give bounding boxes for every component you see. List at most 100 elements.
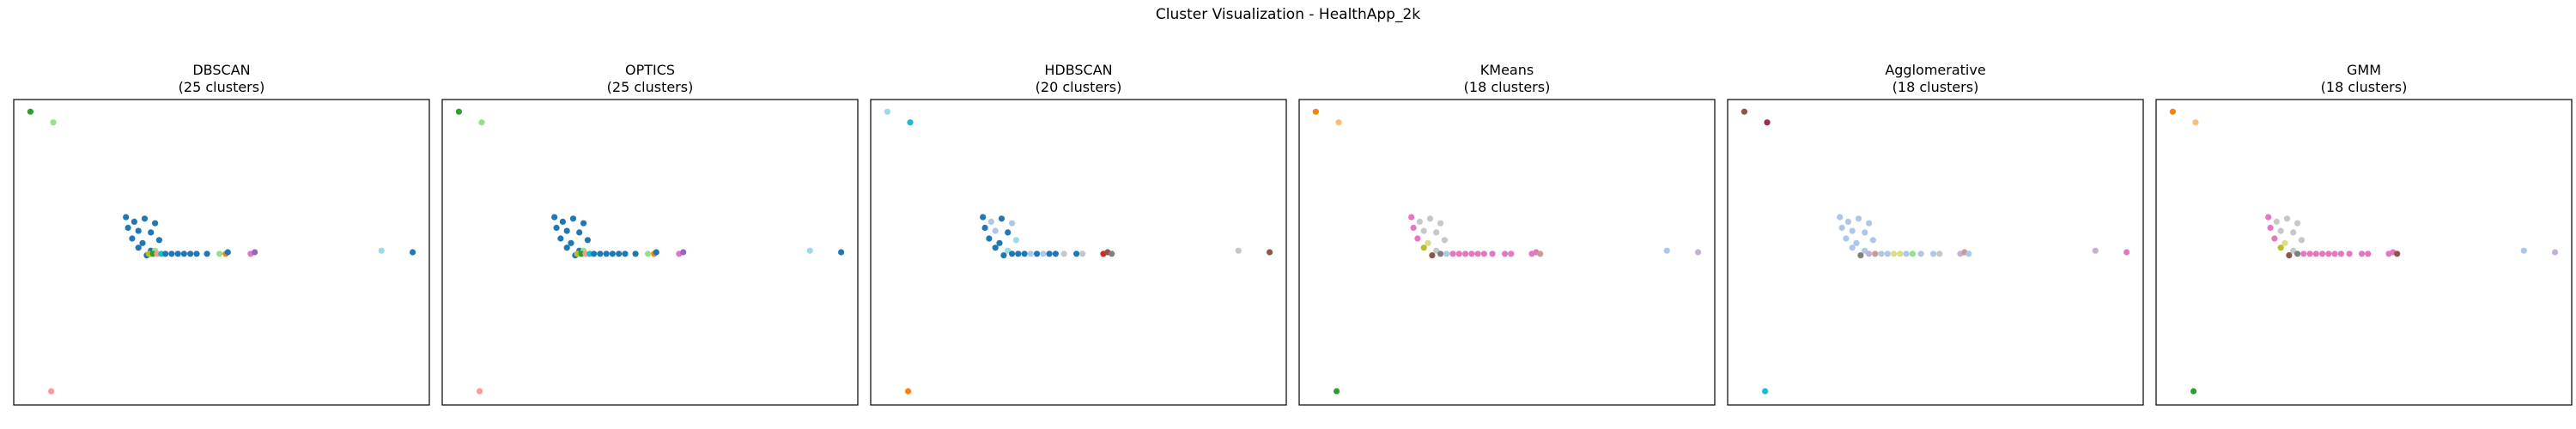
scatter-point [2298,237,2305,244]
scatter-point [410,249,416,256]
scatter-point [1455,251,1462,257]
scatter-point [2552,249,2559,256]
scatter-point [1079,251,1086,257]
scatter-point [478,119,485,126]
scatter-point [603,251,610,257]
scatter-point [2520,247,2527,254]
scatter-point [1267,249,1273,256]
scatter-point [1489,251,1496,257]
scatter-point [568,239,574,246]
scatter-point [1663,247,1670,254]
subplot-subtitle: (18 clusters) [1893,79,1979,95]
scatter-point [992,245,999,251]
scatter-point [1040,251,1047,257]
scatter-point [224,249,231,256]
scatter-point [645,251,652,257]
scatter-point [1426,215,1434,222]
scatter-point [2394,251,2401,257]
scatter-point [1537,251,1544,257]
subplot-subtitle: (20 clusters) [1036,79,1122,95]
scatter-point [1872,251,1879,257]
scatter-point [1838,224,1845,232]
scatter-point [622,251,629,257]
scatter-point [1449,251,1456,257]
scatter-points [1741,108,2130,395]
scatter-point [1462,251,1469,257]
scatter-point [1695,249,1702,256]
scatter-point [580,220,587,227]
scatter-point [838,249,845,256]
scatter-point [616,251,623,257]
scatter-point [2325,251,2332,257]
scatter-point [1420,245,1427,251]
scatter-point [2306,251,2313,257]
scatter-point [2283,215,2291,222]
scatter-point [1416,218,1423,225]
scatter-point [1433,229,1440,236]
scatter-point [569,215,577,222]
scatter-point [1034,251,1041,257]
subplot-agglomerative: Agglomerative(18 clusters) [1727,62,2144,406]
scatter-point [2294,251,2301,257]
scatter-point [1408,214,1415,221]
scatter-point [576,229,583,236]
scatter-point [1443,251,1450,257]
scatter-point [907,119,914,126]
scatter-points [884,108,1273,395]
scatter-point [2300,251,2307,257]
subplot-title: DBSCAN [192,62,250,78]
scatter-point [1884,251,1891,257]
scatter-point [1046,251,1053,257]
scatter-point [1335,119,1342,126]
scatter-point [174,251,181,257]
scatter-point [1015,251,1022,257]
subplot-hdbscan: HDBSCAN(20 clusters) [870,62,1287,406]
scatter-point [1909,251,1916,257]
scatter-point [2273,218,2280,225]
scatter-point [152,220,159,227]
scatter-point [1843,235,1850,242]
scatter-point [591,251,598,257]
scatter-point [1334,388,1340,395]
scatter-point [553,224,560,232]
scatter-point [1936,251,1943,257]
scatter-point [141,215,149,222]
scatter-point [1414,235,1421,242]
scatter-point [609,251,617,257]
scatter-point [129,235,136,242]
scatter-point [455,108,463,115]
scatter-point [1109,251,1115,257]
scatter-point [1312,108,1319,115]
scatter-point [252,249,258,256]
scatter-point [2169,108,2176,115]
scatter-point [155,237,162,244]
scatter-point [1027,251,1034,257]
scatter-point [1060,251,1067,257]
scatter-point [1844,218,1851,225]
scatter-point [378,247,385,254]
scatter-point [1857,252,1864,259]
scatter-point [597,251,604,257]
scatter-point [1000,252,1007,259]
scatter-point [998,215,1005,222]
scatter-points [455,108,845,395]
scatter-point [557,235,564,242]
scatter-point [1420,227,1427,234]
scatter-point [2277,227,2284,234]
scatter-point [1235,247,1242,254]
scatter-point [2312,251,2319,257]
scatter-point [2319,251,2326,257]
scatter-point [981,224,988,232]
scatter-point [2092,247,2099,254]
subplot-optics: OPTICS(25 clusters) [441,62,859,406]
scatter-points [27,108,416,395]
scatter-point [135,227,142,234]
scatter-point [2277,245,2284,251]
scatter-point [1052,251,1059,257]
scatter-point [996,239,1003,246]
scatter-point [992,227,999,234]
scatter-point [2190,388,2197,395]
scatter-point [551,214,558,221]
scatter-point [1837,214,1844,221]
